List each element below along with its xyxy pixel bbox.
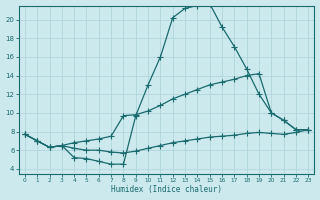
X-axis label: Humidex (Indice chaleur): Humidex (Indice chaleur) (111, 185, 222, 194)
